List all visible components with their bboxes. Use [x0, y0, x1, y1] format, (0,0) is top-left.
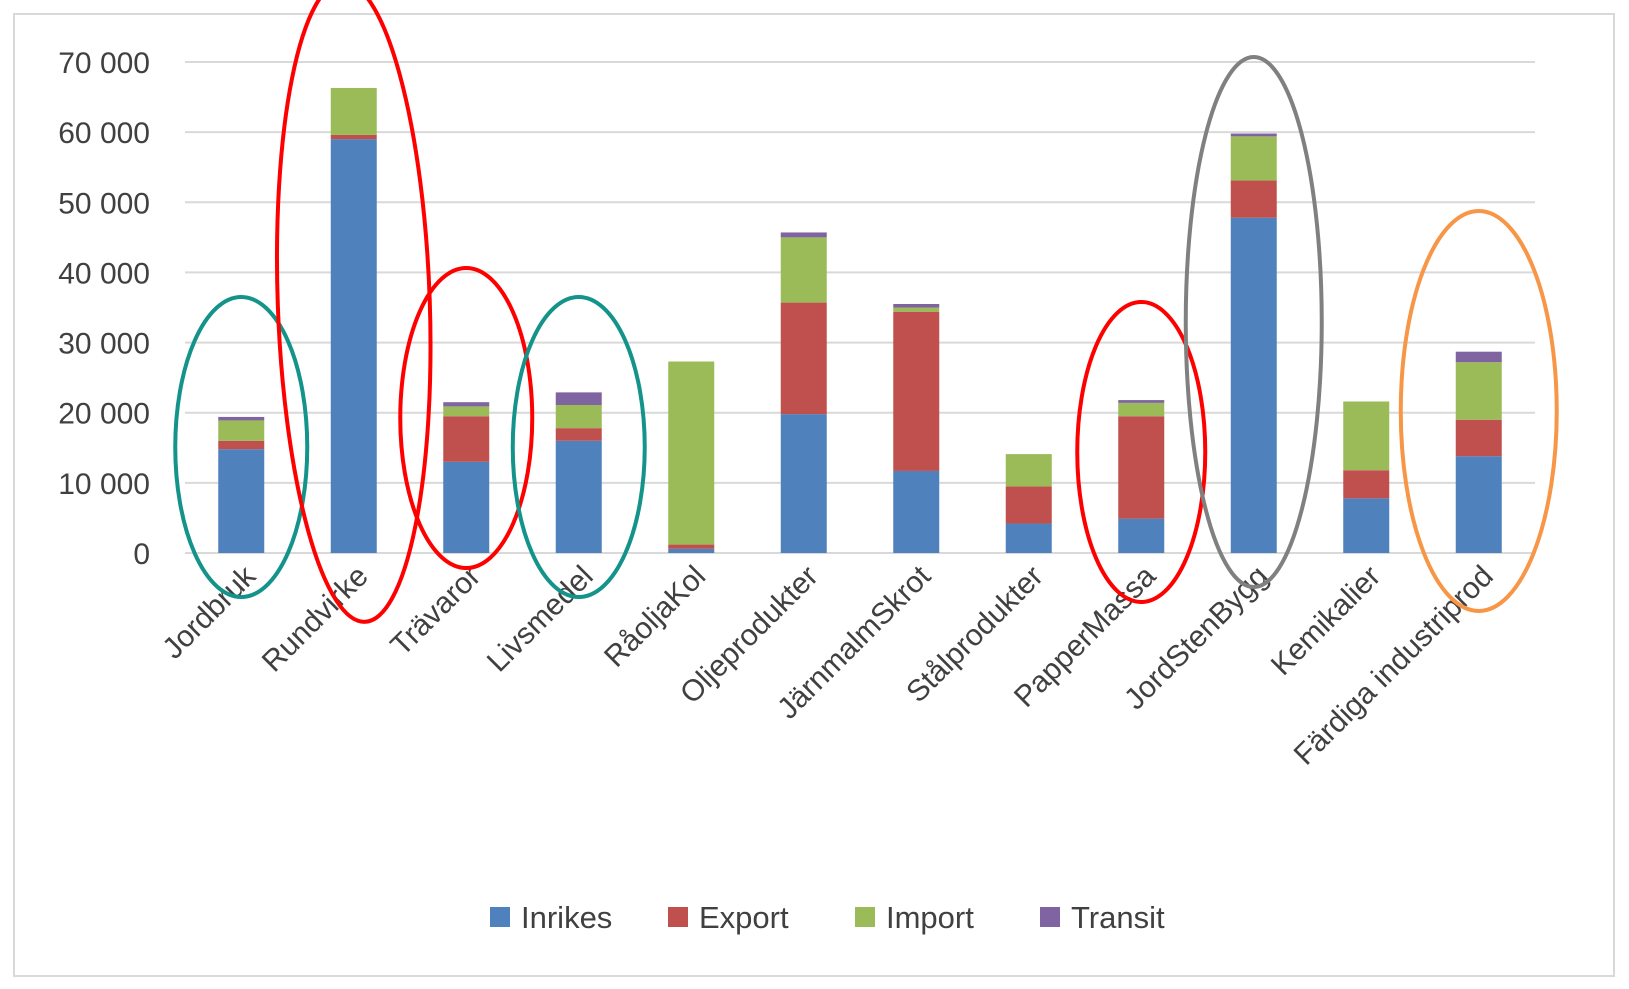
bar-segment-transit: [780, 232, 827, 238]
bar-segment-import: [1343, 401, 1390, 471]
bar-segment-inrikes: [1118, 518, 1165, 553]
bar-segment-import: [1118, 402, 1165, 417]
bar-segment-transit: [1455, 351, 1502, 363]
bar-segment-export: [780, 302, 827, 415]
bar-segment-import: [330, 87, 377, 135]
legend-swatch: [668, 907, 688, 927]
bar-segment-transit: [1118, 400, 1165, 403]
bar-segment-import: [1230, 136, 1277, 181]
y-tick-label: 60 000: [58, 117, 150, 150]
y-tick-label: 40 000: [58, 257, 150, 290]
bar-segment-export: [893, 311, 940, 471]
highlight-ellipse: [173, 295, 310, 599]
bar-segment-transit: [1230, 133, 1277, 137]
legend-swatch: [1040, 907, 1060, 927]
bar-segment-export: [1230, 180, 1277, 218]
y-axis-tick-labels: 0 10 000 20 000 30 000 40 000 50 000 60 000 70 …: [58, 47, 150, 571]
bar-segment-export: [443, 416, 490, 462]
highlight-ellipse: [1398, 209, 1559, 613]
bar-segment-export: [1455, 419, 1502, 457]
legend-label: Transit: [1071, 900, 1165, 935]
bar-segment-import: [555, 404, 602, 429]
bar-segment-export: [218, 440, 265, 450]
highlight-ellipse: [1075, 300, 1208, 604]
bar-segment-inrikes: [780, 414, 827, 553]
bar-segment-transit: [893, 303, 940, 308]
bar-segment-export: [1118, 416, 1165, 519]
bar-segment-inrikes: [555, 440, 602, 553]
bar-segment-transit: [555, 392, 602, 405]
legend-label: Export: [699, 900, 789, 935]
highlight-ellipse: [398, 266, 535, 570]
bar-segment-inrikes: [668, 548, 715, 553]
y-tick-label: 10 000: [58, 468, 150, 501]
bar-segment-inrikes: [1455, 456, 1502, 553]
bar-segment-import: [893, 307, 940, 312]
bar-segment-export: [1343, 470, 1390, 499]
annotation-ellipses: [173, 0, 1559, 624]
y-tick-label: 20 000: [58, 398, 150, 431]
legend-label: Inrikes: [521, 900, 612, 935]
bar-segment-import: [780, 237, 827, 303]
highlight-ellipse: [1183, 55, 1324, 589]
highlight-ellipse: [510, 295, 647, 599]
legend-swatch: [855, 907, 875, 927]
bar-segment-import: [218, 420, 265, 441]
legend: Inrikes Export Import Transit: [490, 900, 1165, 935]
y-tick-label: 0: [133, 538, 150, 571]
bar-segment-import: [443, 406, 490, 417]
bar-segment-import: [1455, 362, 1502, 420]
bar-segment-export: [1005, 486, 1052, 524]
y-tick-label: 70 000: [58, 47, 150, 80]
bar-segment-inrikes: [893, 470, 940, 553]
bar-segment-inrikes: [1230, 217, 1277, 553]
bars: [218, 87, 1502, 553]
highlight-ellipse: [274, 0, 433, 624]
bar-segment-transit: [443, 402, 490, 407]
bar-segment-transit: [218, 416, 265, 421]
legend-label: Import: [886, 900, 974, 935]
y-tick-label: 50 000: [58, 187, 150, 220]
bar-segment-inrikes: [1343, 498, 1390, 553]
y-tick-label: 30 000: [58, 328, 150, 361]
bar-segment-inrikes: [443, 461, 490, 553]
bar-segment-export: [330, 134, 377, 140]
bar-segment-inrikes: [330, 139, 377, 553]
bar-segment-export: [555, 428, 602, 441]
bar-segment-import: [668, 361, 715, 545]
bar-segment-export: [668, 544, 715, 549]
bar-segment-inrikes: [218, 449, 265, 553]
bar-segment-inrikes: [1005, 523, 1052, 553]
bar-segment-import: [1005, 454, 1052, 487]
legend-swatch: [490, 907, 510, 927]
